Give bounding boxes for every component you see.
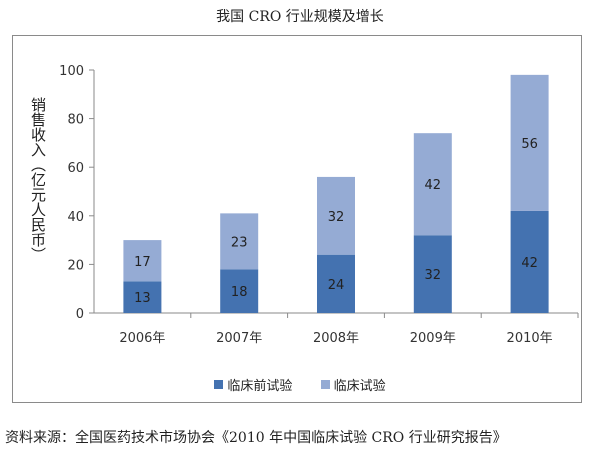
source-note: 资料来源：全国医药技术市场协会《2010 年中国临床试验 CRO 行业研究报告》 <box>5 430 507 446</box>
data-label-series-1: 42 <box>425 178 442 193</box>
legend-swatch-series-0 <box>214 380 224 389</box>
x-tick-label: 2006年 <box>119 331 165 346</box>
bar-series-1 <box>510 74 549 211</box>
bar-series-0 <box>317 254 355 313</box>
x-tick-label: 2008年 <box>313 331 359 346</box>
data-label-series-1: 56 <box>521 137 538 152</box>
y-tick-label: 40 <box>67 210 84 225</box>
data-label-series-0: 32 <box>425 268 442 283</box>
chart-frame <box>12 35 582 403</box>
legend-item-series-1: 临床试验 <box>320 375 386 394</box>
chart-title: 我国 CRO 行业规模及增长 <box>216 9 384 25</box>
y-tick-label: 100 <box>59 64 84 79</box>
data-label-series-1: 23 <box>231 235 248 250</box>
x-tick-label: 2009年 <box>410 331 456 346</box>
bar-series-1 <box>413 133 452 236</box>
data-label-series-0: 13 <box>134 291 151 306</box>
legend-label-series-1: 临床试验 <box>333 379 386 394</box>
y-axis-label: 销售收入（亿元人民币） <box>29 97 47 262</box>
x-tick-label: 2010年 <box>507 331 553 346</box>
bar-series-0 <box>413 235 452 313</box>
bar-series-1 <box>317 176 355 255</box>
data-label-series-0: 42 <box>521 256 538 271</box>
bar-series-1 <box>123 240 162 282</box>
bar-series-1 <box>220 213 259 270</box>
bar-series-0 <box>510 210 549 313</box>
legend-label-series-0: 临床前试验 <box>227 379 293 394</box>
y-tick-label: 80 <box>67 113 84 128</box>
data-label-series-0: 18 <box>231 285 248 300</box>
y-tick-label: 60 <box>67 161 84 176</box>
y-tick-label: 20 <box>67 258 84 273</box>
bar-series-0 <box>220 269 259 313</box>
legend-swatch-series-1 <box>320 380 330 389</box>
x-tick-label: 2007年 <box>216 331 262 346</box>
data-label-series-1: 17 <box>134 255 151 270</box>
legend-item-series-0: 临床前试验 <box>214 375 292 394</box>
data-label-series-0: 24 <box>328 278 345 293</box>
legend: 临床前试验 临床试验 <box>0 375 600 394</box>
data-label-series-1: 32 <box>328 210 345 225</box>
bar-series-0 <box>123 281 162 313</box>
y-tick-label: 0 <box>76 307 84 322</box>
